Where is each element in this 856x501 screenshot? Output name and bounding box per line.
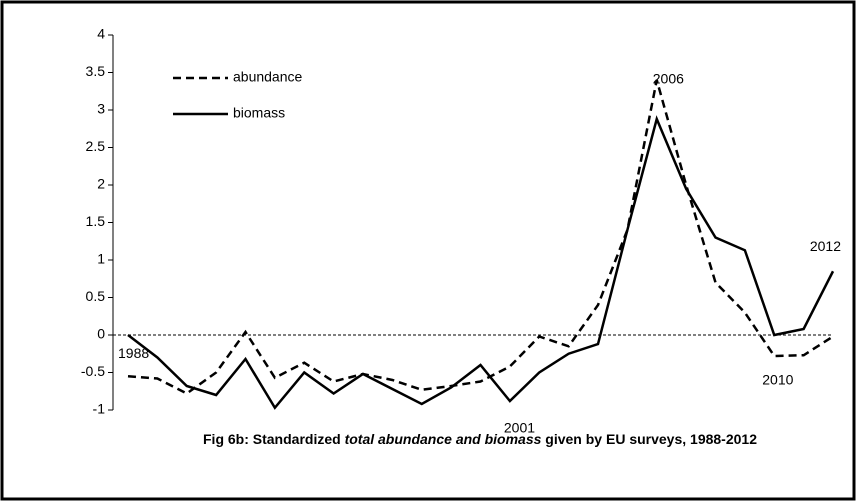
y-tick-label: 2.5 [86, 138, 106, 154]
legend-label: biomass [233, 105, 285, 121]
annotation: 2001 [504, 420, 535, 436]
title-part: given by EU surveys, 1988-2012 [545, 431, 757, 447]
annotation: 2010 [762, 372, 793, 388]
y-tick-label: 1.5 [86, 213, 106, 229]
annotation: 1988 [118, 345, 149, 361]
y-tick-label: 2 [97, 176, 105, 192]
legend-label: abundance [233, 69, 303, 85]
chart-title: Fig 6b: Standardized total abundance and… [150, 430, 810, 448]
y-tick-label: 1 [97, 251, 105, 267]
y-tick-label: 0.5 [86, 288, 106, 304]
y-tick-label: -1 [93, 401, 106, 417]
series-line [127, 79, 834, 395]
y-tick-label: -0.5 [81, 363, 105, 379]
annotation: 2012 [810, 238, 841, 254]
y-tick-label: 3.5 [86, 63, 106, 79]
title-part: Fig 6b: Standardized [203, 431, 341, 447]
y-tick-label: 0 [97, 326, 105, 342]
series-line [127, 115, 835, 410]
y-tick-label: 4 [97, 26, 105, 42]
y-tick-label: 3 [97, 101, 105, 117]
annotation: 2006 [653, 71, 684, 87]
title-part: total abundance and biomass [344, 431, 542, 447]
